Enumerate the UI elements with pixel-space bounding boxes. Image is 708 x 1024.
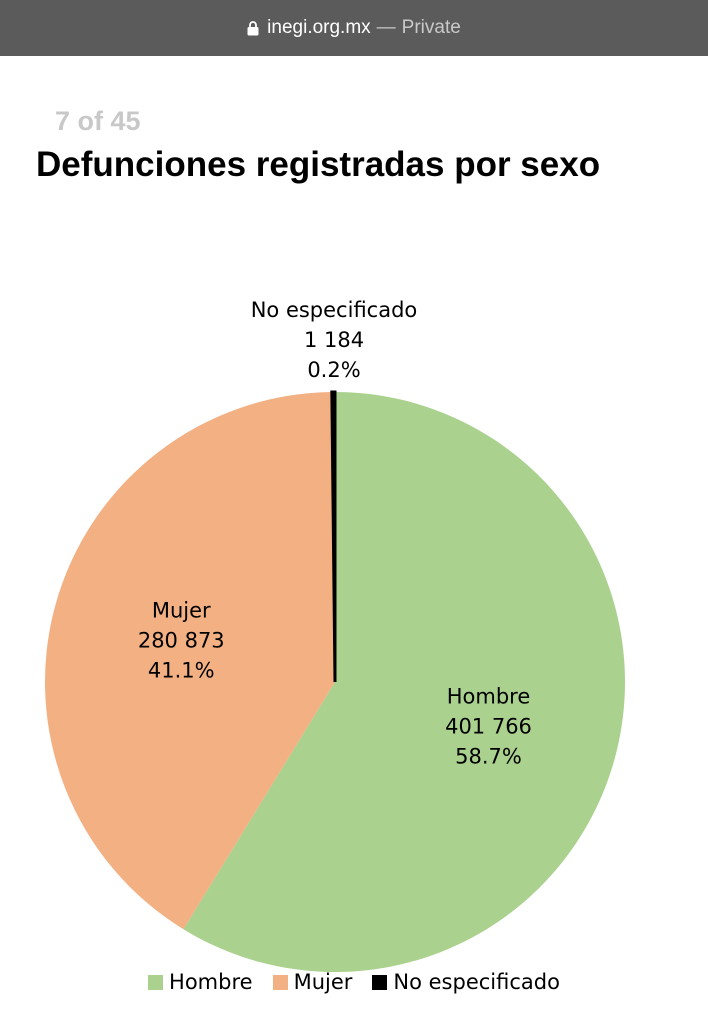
legend-label-mujer: Mujer	[293, 970, 353, 994]
pie-slice-mujer	[45, 392, 335, 930]
legend-swatch-no-especificado	[372, 974, 388, 990]
lock-icon	[247, 20, 259, 35]
private-mode-label: Private	[401, 17, 461, 38]
legend-swatch-hombre	[148, 974, 164, 990]
legend-item-no-especificado: No especificado	[372, 970, 560, 994]
browser-address-bar[interactable]: inegi.org.mx — Private	[0, 0, 708, 56]
data-label-hombre: Hombre 401 766 58.7%	[445, 684, 532, 768]
legend-label-no-especificado: No especificado	[393, 970, 560, 994]
legend-item-hombre: Hombre	[148, 970, 253, 994]
page-indicator: 7 of 45	[55, 106, 141, 136]
url-separator: —	[376, 17, 396, 38]
pie-slice-no-especificado	[330, 390, 337, 683]
url-text[interactable]: inegi.org.mx	[267, 17, 371, 38]
data-label-mujer: Mujer 280 873 41.1%	[138, 599, 225, 683]
page-title: Defunciones registradas por sexo	[36, 145, 601, 184]
pie-slice-hombre	[183, 392, 626, 973]
legend-item-mujer: Mujer	[272, 970, 353, 994]
data-label-no-especificado: No especificado 1 184 0.2%	[251, 298, 418, 382]
legend-swatch-mujer	[272, 974, 288, 990]
legend-label-hombre: Hombre	[169, 970, 253, 994]
chart-legend: Hombre Mujer No especificado	[0, 970, 708, 994]
